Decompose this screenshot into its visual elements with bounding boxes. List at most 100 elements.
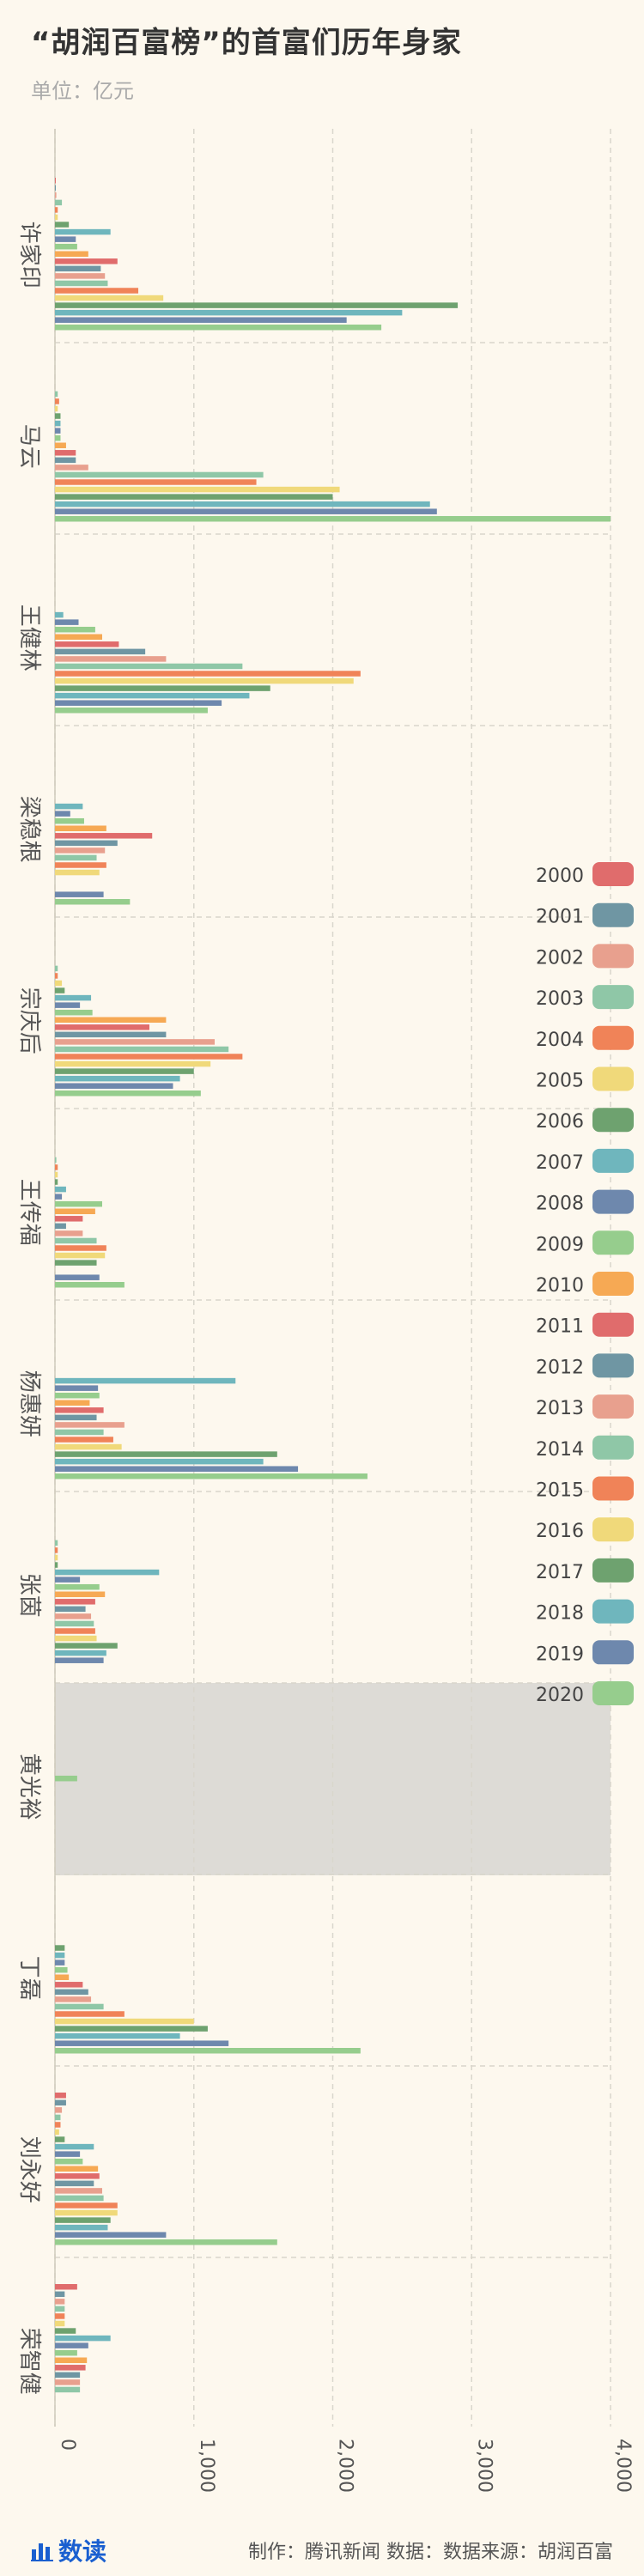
bar (55, 1952, 65, 1959)
bar (55, 619, 79, 625)
bar (55, 2379, 81, 2385)
bar (55, 178, 56, 184)
bar (55, 1186, 66, 1193)
bar (55, 1599, 95, 1605)
bar (55, 420, 61, 427)
bar (55, 1989, 88, 1996)
legend-swatch (592, 985, 634, 1010)
bar (55, 2342, 88, 2348)
bar (55, 450, 76, 456)
bar (55, 648, 146, 655)
bar (55, 833, 153, 839)
brand[interactable]: 数读 (31, 2533, 106, 2567)
bar (55, 317, 347, 323)
bar (55, 2202, 118, 2208)
bar (55, 325, 382, 331)
bar (55, 1230, 83, 1236)
category-label: 张茵 (16, 1573, 42, 1618)
bar (55, 1208, 95, 1214)
bar (55, 1613, 92, 1619)
bar (55, 295, 164, 301)
legend-swatch (592, 1312, 634, 1337)
bar (55, 465, 88, 471)
bar (55, 288, 139, 294)
bar (55, 1385, 99, 1391)
category-label: 梁稳根 (16, 796, 42, 863)
legend-label: 2001 (536, 907, 584, 928)
bar (55, 1377, 236, 1384)
bar (55, 980, 63, 987)
bar (55, 479, 257, 485)
legend-label: 2005 (536, 1071, 584, 1092)
legend-swatch (592, 902, 634, 927)
bar (55, 817, 84, 824)
bar (55, 1959, 65, 1965)
bar (55, 2349, 77, 2356)
bar (55, 1252, 106, 1259)
chart-title: “胡润百富榜”的首富们历年身家 (31, 26, 462, 60)
bar (55, 1068, 194, 1074)
bar (55, 428, 61, 434)
bar (55, 1473, 368, 1479)
category-label: 杨惠妍 (16, 1370, 42, 1437)
category-label: 马云 (16, 424, 42, 469)
bar (55, 2026, 208, 2032)
bar (55, 891, 104, 897)
bar (55, 1466, 299, 1472)
bar (55, 2299, 65, 2305)
bar (55, 1620, 94, 1627)
legend-swatch (592, 1148, 634, 1173)
bar (55, 192, 57, 198)
legend-swatch (592, 1272, 634, 1296)
bar (55, 2313, 65, 2319)
bar (55, 973, 58, 979)
bar (55, 1649, 106, 1656)
bar (55, 280, 108, 287)
bar (55, 309, 403, 316)
legend-swatch (592, 1599, 634, 1624)
bar (55, 1164, 58, 1170)
bar (55, 398, 59, 404)
bar (55, 471, 264, 478)
bar (55, 2173, 100, 2179)
category-label: 荣智健 (16, 2328, 42, 2395)
bar (55, 1179, 58, 1185)
bar (55, 1237, 97, 1244)
bar (55, 2011, 125, 2017)
bar (55, 1017, 167, 1023)
category-label: 王健林 (16, 605, 42, 671)
bar (55, 708, 208, 714)
category-label: 刘永好 (16, 2136, 42, 2203)
bar (55, 663, 243, 670)
category-label: 宗庆后 (16, 987, 42, 1054)
bar (55, 1054, 243, 1060)
bar (55, 1643, 118, 1649)
bar (55, 2195, 104, 2202)
bar (55, 2136, 65, 2142)
bar (55, 2357, 88, 2363)
bar (55, 1606, 86, 1613)
bar (55, 1091, 201, 1097)
bar (55, 1591, 106, 1597)
legend-swatch (592, 1066, 634, 1091)
bar (55, 1628, 95, 1634)
bar (55, 1583, 100, 1590)
bar (55, 2224, 108, 2231)
bar (55, 1400, 90, 1406)
bar (55, 899, 131, 905)
bar (55, 1414, 97, 1421)
bar (55, 1039, 216, 1045)
bar (55, 2018, 194, 2025)
brand-label: 数读 (58, 2537, 107, 2566)
bar (55, 405, 58, 412)
x-tick-label: 4,000 (612, 2439, 634, 2493)
bar (55, 626, 95, 633)
bar (55, 862, 106, 868)
bar (55, 700, 222, 706)
bar (55, 207, 58, 213)
bar (55, 2239, 277, 2245)
bar (55, 243, 77, 250)
bar (55, 1024, 149, 1030)
legend-swatch (592, 1681, 634, 1705)
bar (55, 994, 92, 1001)
